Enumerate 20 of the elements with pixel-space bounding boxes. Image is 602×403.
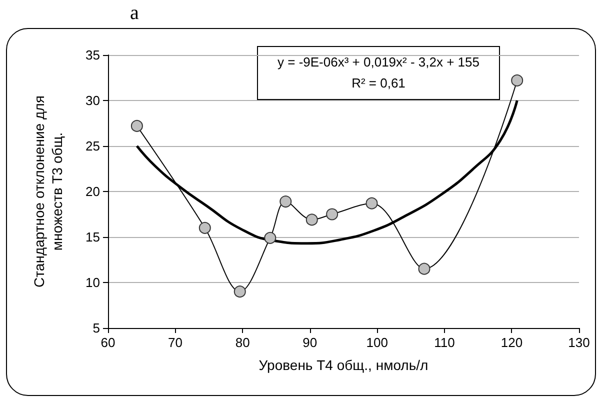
annotation: y = -9E-06x³ + 0,019x² - 3,2x + 155: [278, 54, 480, 70]
x-tick-label: 70: [168, 335, 183, 350]
y-axis-title: Стандартное отклонение для множеств Т3 общ.: [31, 96, 65, 288]
y-tick-label: 30: [86, 93, 100, 108]
x-tick-label: 130: [568, 335, 590, 350]
y-tick-label: 20: [86, 184, 100, 199]
x-tick-label: 80: [235, 335, 250, 350]
chart-title: a: [130, 2, 139, 25]
y-tick-label: 10: [86, 275, 100, 290]
y-tick-label: 15: [86, 230, 100, 244]
x-tick-label: 90: [302, 335, 318, 350]
y-tick-label: 5: [92, 320, 100, 336]
x-tick-label: 60: [100, 335, 116, 350]
x-tick-label: 120: [500, 335, 523, 350]
y-tick-label: 25: [86, 138, 100, 154]
x-tick-label: 110: [434, 335, 455, 350]
x-axis-title: Уровень Т4 общ., нмоль/л: [258, 357, 428, 373]
y-tick-label: 35: [86, 48, 100, 62]
annotation: R² = 0,61: [352, 76, 406, 90]
x-tick-label: 100: [366, 335, 388, 350]
